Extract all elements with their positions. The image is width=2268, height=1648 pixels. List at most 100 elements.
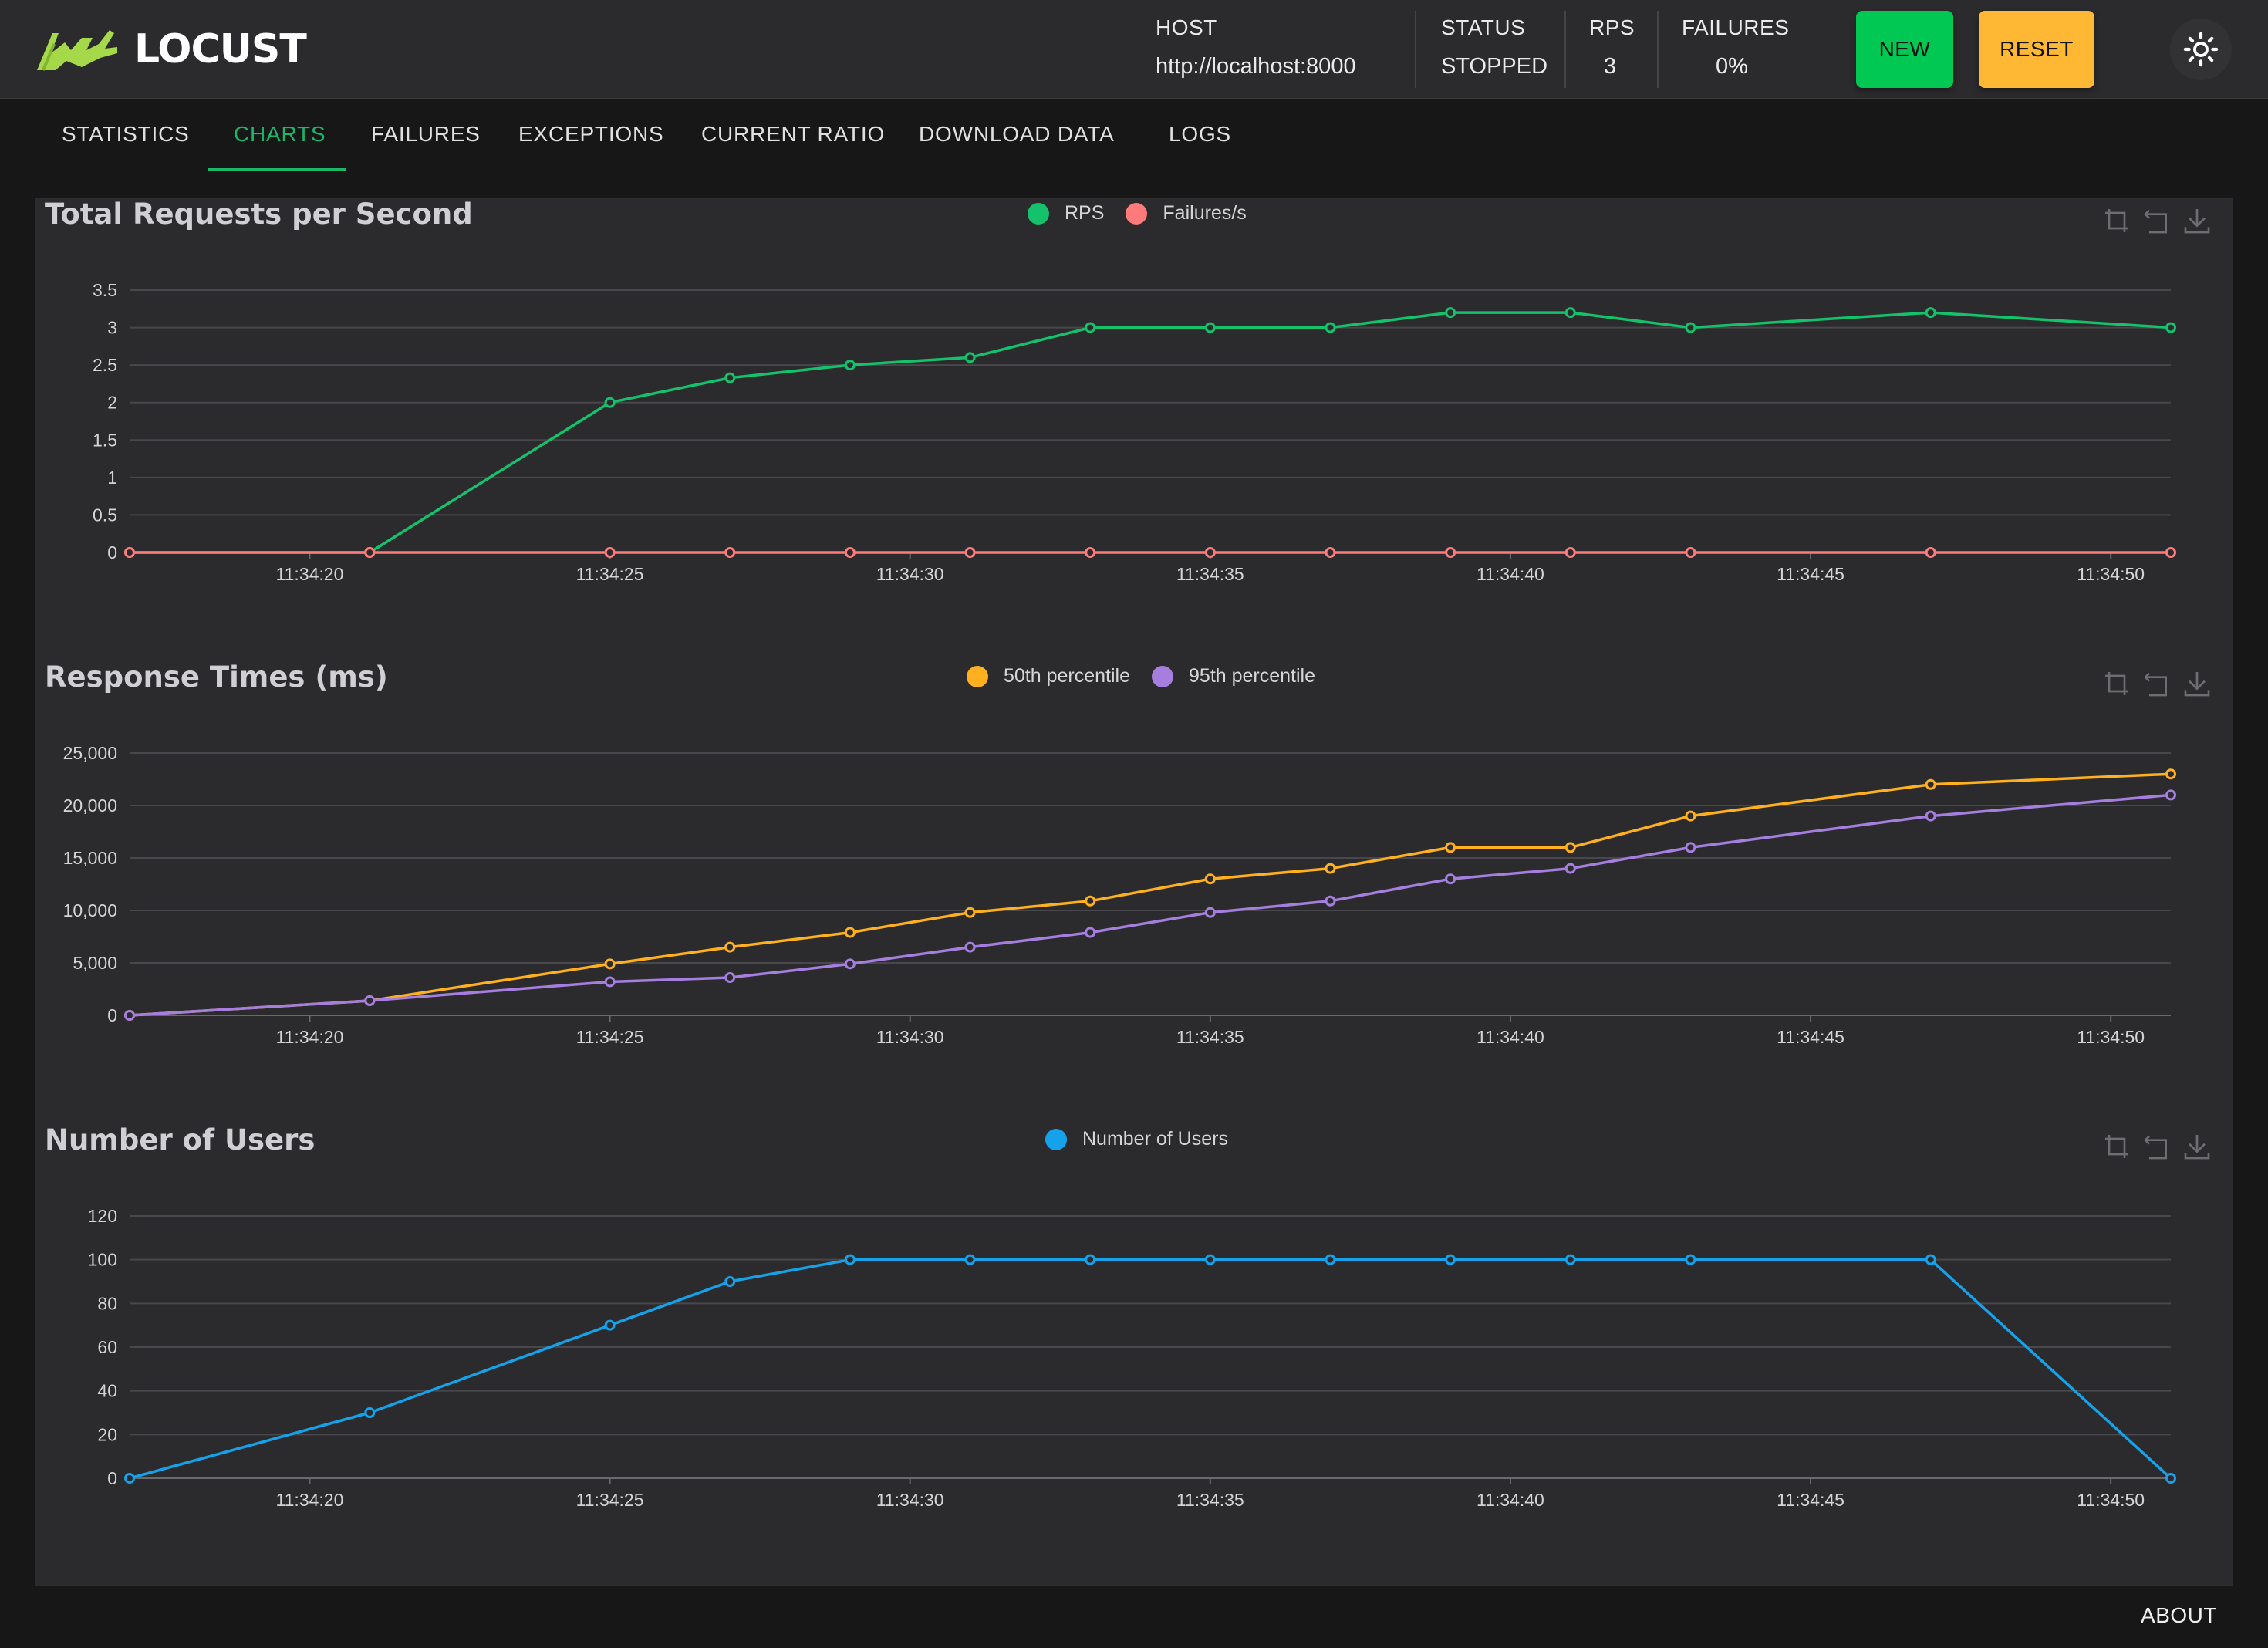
divider [1564, 11, 1566, 88]
data-point [1445, 1254, 1456, 1265]
theme-toggle-button[interactable] [2170, 19, 2232, 80]
data-point [724, 547, 736, 558]
divider [1657, 11, 1659, 88]
y-tick-label: 20 [97, 1424, 117, 1444]
data-point [844, 927, 856, 938]
x-tick-label: 11:34:20 [276, 1027, 344, 1047]
data-point [2165, 768, 2176, 780]
x-tick-label: 11:34:50 [2077, 1027, 2145, 1047]
legend-label: 50th percentile [1004, 665, 1131, 687]
download-icon[interactable] [2182, 205, 2212, 236]
legend-dot [1028, 202, 1049, 225]
charts-panel: Total Requests per Second RPS Failures/s… [35, 198, 2233, 1586]
legend-item-failures[interactable]: Failures/s [1126, 202, 1247, 225]
y-tick-label: 20,000 [63, 795, 117, 816]
download-icon[interactable] [2182, 1131, 2212, 1162]
tab-charts[interactable]: CHARTS [234, 122, 326, 146]
legend-item-p95[interactable]: 95th percentile [1152, 665, 1315, 687]
data-point [1325, 863, 1336, 874]
status-label: STATUS [1441, 15, 1526, 39]
about-link[interactable]: ABOUT [2141, 1603, 2217, 1627]
y-tick-label: 2 [107, 393, 117, 413]
data-point [1325, 1254, 1336, 1265]
zoom-area-icon[interactable] [2101, 1131, 2132, 1162]
tab-current-ratio[interactable]: CURRENT RATIO [701, 122, 886, 146]
data-point [604, 397, 616, 408]
legend-item-p50[interactable]: 50th percentile [967, 665, 1130, 687]
rps-value: 3 [1603, 54, 1617, 79]
data-point [964, 547, 976, 558]
x-tick-label: 11:34:30 [876, 1490, 944, 1510]
data-point [964, 941, 976, 953]
plot-area: 0 20 40 60 80 100 120 11:34:20 11:34:25 11:34:30 1… [88, 1206, 2176, 1510]
locust-logo[interactable]: LOCUST [35, 26, 307, 73]
data-point [124, 1473, 135, 1484]
legend-label: Number of Users [1082, 1128, 1228, 1150]
download-icon[interactable] [2182, 668, 2212, 699]
x-tick-label: 11:34:35 [1176, 1490, 1244, 1510]
chart-number-of-users: Number of Users Number of Users 0 20 40 60 8… [35, 1123, 2233, 1586]
data-point [724, 972, 736, 984]
x-tick-label: 11:34:35 [1176, 564, 1244, 584]
legend-label: RPS [1065, 202, 1105, 224]
data-point [724, 1276, 736, 1287]
chart-total-requests: Total Requests per Second RPS Failures/s… [35, 198, 2233, 660]
series-line [129, 1258, 2172, 1480]
data-point [844, 360, 856, 371]
data-point [1204, 873, 1216, 885]
y-tick-label: 1.5 [93, 430, 117, 450]
legend-dot [1126, 202, 1148, 225]
x-tick-label: 11:34:50 [2077, 564, 2145, 584]
chart-title: Total Requests per Second [45, 198, 473, 231]
data-point [1564, 307, 1576, 319]
plot-area: 0 5,000 10,000 15,000 20,000 25,000 11:34:20 11… [63, 743, 2176, 1047]
data-point [844, 958, 856, 970]
tab-logs[interactable]: LOGS [1169, 122, 1232, 146]
zoom-area-icon[interactable] [2101, 668, 2132, 699]
chart-legend: Number of Users [1045, 1128, 1250, 1150]
tab-statistics[interactable]: STATISTICS [62, 122, 190, 146]
data-point [124, 547, 135, 558]
data-point [1204, 547, 1216, 558]
tab-failures[interactable]: FAILURES [371, 122, 481, 146]
x-tick-label: 11:34:45 [1777, 1027, 1844, 1047]
y-tick-label: 10,000 [63, 900, 117, 920]
active-tab-indicator [208, 168, 346, 171]
plot-area: 0 0.5 1 1.5 2 2.5 3 3.5 11:34:20 11:34:25 11:34:30… [93, 280, 2176, 584]
top-header: LOCUST HOST http://localhost:8000 STATUS… [0, 0, 2268, 99]
data-point [1564, 547, 1576, 558]
data-point [1564, 842, 1576, 853]
status-stat: STATUS STOPPED [1441, 15, 1547, 89]
data-point [1564, 863, 1576, 874]
data-point [364, 547, 376, 558]
zoom-reset-icon[interactable] [2141, 1131, 2172, 1162]
legend-item-rps[interactable]: RPS [1028, 202, 1104, 225]
legend-label: 95th percentile [1189, 665, 1316, 687]
legend-item-users[interactable]: Number of Users [1045, 1128, 1228, 1150]
x-tick-label: 11:34:25 [576, 564, 644, 584]
x-tick-label: 11:34:40 [1477, 564, 1544, 584]
data-point [604, 976, 616, 988]
data-point [1925, 307, 1936, 319]
y-tick-label: 0 [107, 1468, 117, 1488]
x-tick-label: 11:34:40 [1477, 1027, 1544, 1047]
y-tick-label: 80 [97, 1293, 117, 1313]
rps-label: RPS [1589, 15, 1635, 39]
data-point [1204, 1254, 1216, 1265]
y-tick-label: 5,000 [73, 953, 117, 973]
reset-stats-button[interactable]: RESET [1979, 11, 2094, 88]
tab-bar: STATISTICS CHARTS FAILURES EXCEPTIONS CU… [0, 99, 2268, 173]
data-point [2165, 789, 2176, 801]
zoom-area-icon[interactable] [2101, 205, 2132, 236]
failures-value: 0% [1716, 54, 1748, 79]
data-point [2165, 1473, 2176, 1484]
zoom-reset-icon[interactable] [2141, 668, 2172, 699]
new-test-button[interactable]: NEW [1856, 11, 1953, 88]
legend-dot [967, 665, 988, 687]
x-tick-label: 11:34:30 [876, 564, 944, 584]
tab-download-data[interactable]: DOWNLOAD DATA [919, 122, 1115, 146]
tab-exceptions[interactable]: EXCEPTIONS [518, 122, 664, 146]
zoom-reset-icon[interactable] [2141, 205, 2172, 236]
y-tick-label: 25,000 [63, 743, 117, 763]
logo-text: LOCUST [134, 26, 307, 73]
